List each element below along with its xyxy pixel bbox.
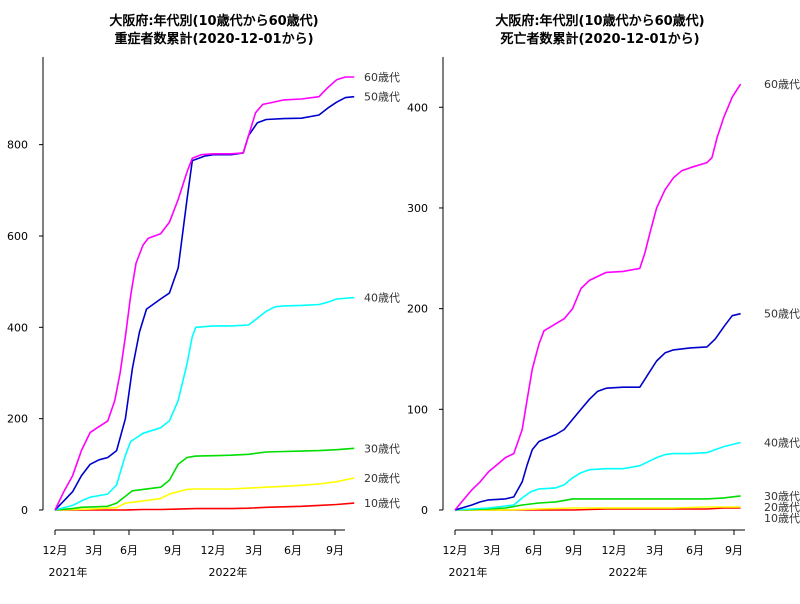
x-tick-label: 9月	[164, 544, 182, 557]
x-tick-group: 12月 3月 6月 9月 12月 3月 6月 9月	[43, 530, 344, 557]
y-tick-label: 200	[7, 413, 28, 426]
x-tick-label: 6月	[120, 544, 138, 557]
y-tick-label: 800	[7, 139, 28, 152]
x-tick-label: 3月	[483, 544, 501, 557]
chart-title-line2: 死亡者数累計(2020-12-01から)	[500, 31, 699, 47]
x-tick-group: 12月 3月 6月 9月 12月 3月 6月 9月	[443, 530, 743, 557]
series-end-label: 20歳代	[764, 501, 800, 514]
y-tick-label: 200	[407, 303, 428, 316]
series-group	[454, 83, 742, 511]
series-line	[454, 495, 741, 511]
series-line	[454, 312, 741, 511]
year-label-2022: 2022年	[209, 565, 248, 579]
series-end-label: 50歳代	[364, 91, 400, 104]
chart-title-line1: 大阪府:年代別(10歳代から60歳代)	[495, 13, 704, 29]
y-tick-label: 0	[421, 504, 428, 517]
x-tick-label: 12月	[443, 544, 468, 557]
series-line	[455, 507, 741, 511]
series-end-label: 10歳代	[764, 512, 800, 525]
x-tick-label: 6月	[686, 544, 704, 557]
series-group	[54, 76, 355, 511]
y-tick-label: 600	[7, 230, 28, 243]
year-label-2021: 2021年	[49, 565, 88, 579]
series-line	[54, 296, 355, 511]
series-end-label: 20歳代	[364, 472, 400, 485]
series-end-label: 60歳代	[764, 78, 800, 91]
x-tick-label: 9月	[565, 544, 583, 557]
x-tick-label: 12月	[602, 544, 627, 557]
x-tick-label: 3月	[245, 544, 263, 557]
series-line	[54, 447, 355, 511]
series-line	[455, 506, 741, 511]
x-tick-label: 3月	[646, 544, 664, 557]
x-tick-label: 6月	[284, 544, 302, 557]
x-tick-label: 6月	[525, 544, 543, 557]
x-tick-label: 9月	[725, 544, 743, 557]
x-tick-label: 12月	[43, 544, 68, 557]
series-end-labels: 60歳代 50歳代 40歳代 30歳代 20歳代 10歳代	[364, 71, 400, 510]
series-end-label: 10歳代	[364, 497, 400, 510]
year-label-2021: 2021年	[449, 565, 488, 579]
series-end-label: 40歳代	[764, 437, 800, 450]
severe-cases-chart: 大阪府:年代別(10歳代から60歳代) 重症者数累計(2020-12-01から)…	[7, 13, 400, 579]
series-end-label: 50歳代	[764, 308, 800, 321]
x-tick-label: 3月	[85, 544, 103, 557]
series-line	[54, 95, 355, 511]
series-end-label: 30歳代	[764, 490, 800, 503]
y-tick-label: 100	[407, 403, 428, 416]
y-tick-label: 300	[407, 202, 428, 215]
chart-title-line1: 大阪府:年代別(10歳代から60歳代)	[109, 13, 318, 29]
y-tick-label: 400	[407, 101, 428, 114]
series-line	[54, 477, 355, 511]
series-line	[454, 83, 742, 511]
deaths-chart: 大阪府:年代別(10歳代から60歳代) 死亡者数累計(2020-12-01から)…	[407, 13, 800, 579]
chart-title-line2: 重症者数累計(2020-12-01から)	[114, 31, 313, 47]
series-line	[55, 502, 355, 511]
y-tick-label: 400	[7, 321, 28, 334]
year-label-2022: 2022年	[609, 565, 648, 579]
series-end-label: 30歳代	[364, 442, 400, 455]
series-line	[54, 76, 355, 511]
x-tick-label: 12月	[201, 544, 226, 557]
y-tick-label: 0	[21, 504, 28, 517]
x-tick-label: 9月	[326, 544, 344, 557]
y-tick-group: 0 100 200 300 400	[407, 101, 443, 517]
series-end-label: 40歳代	[364, 292, 400, 305]
series-line	[454, 441, 741, 511]
y-tick-group: 0 200 400 600 800	[7, 139, 43, 517]
series-end-label: 60歳代	[364, 71, 400, 84]
